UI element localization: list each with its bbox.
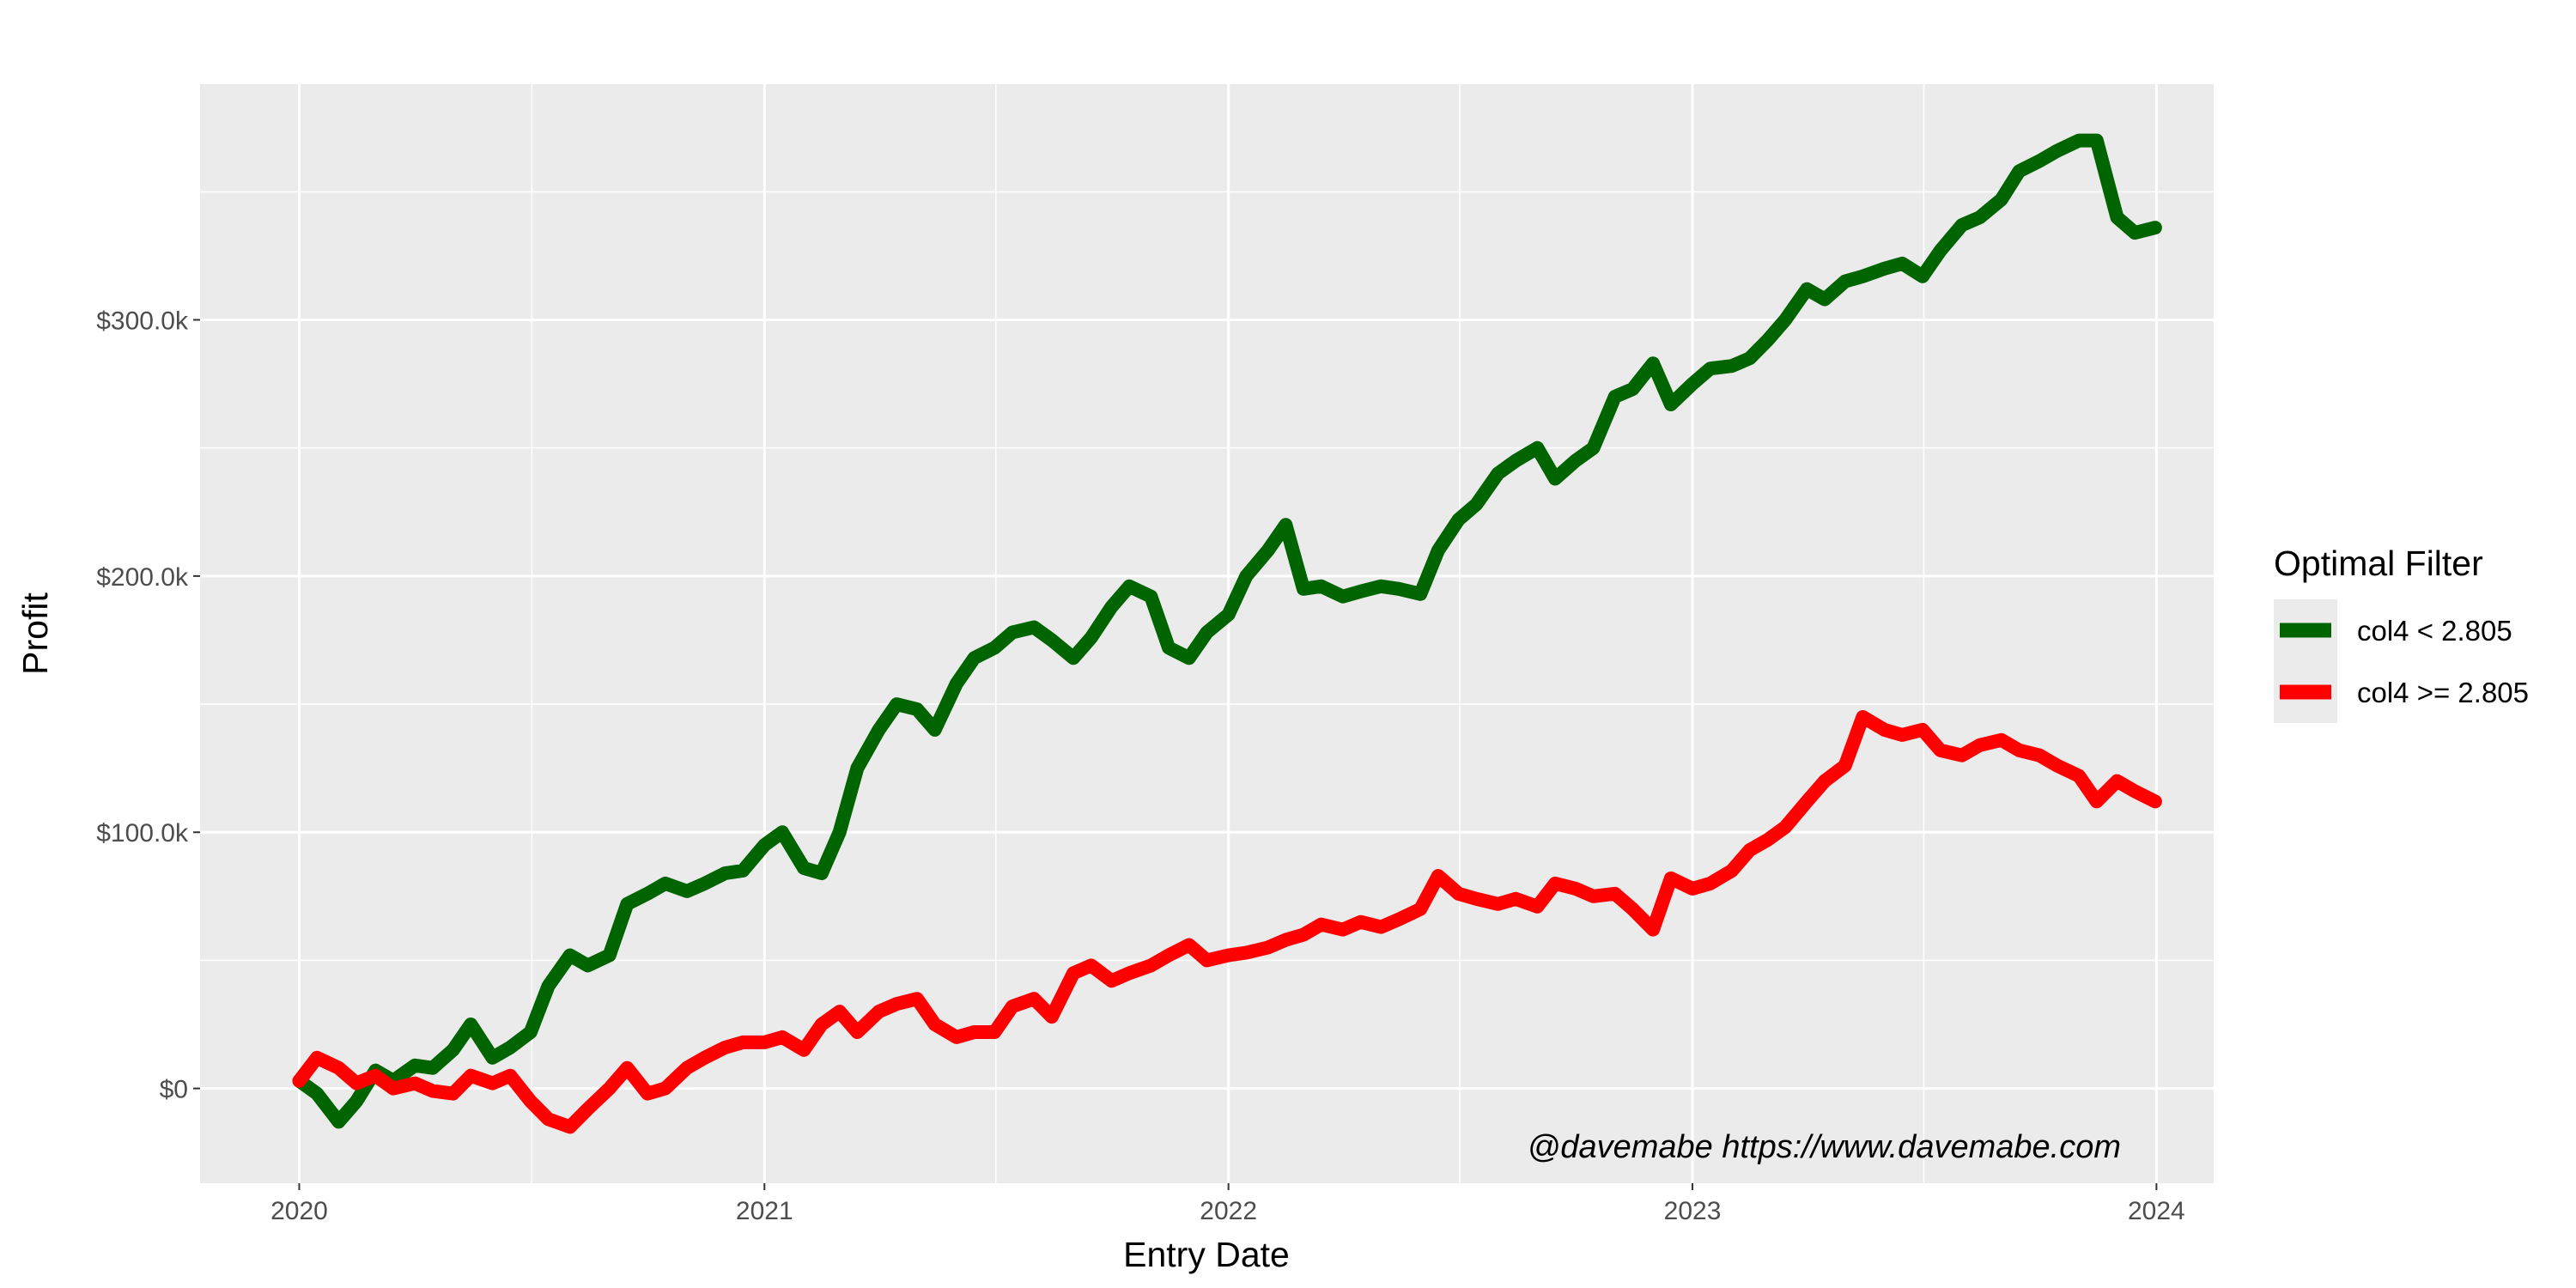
y-tick-label: $100.0k: [96, 819, 189, 848]
legend: Optimal Filter col4 < 2.805 col4 >= 2.80…: [2274, 544, 2529, 723]
x-tick-label: 2021: [736, 1197, 793, 1225]
y-tick-label: $300.0k: [96, 307, 189, 335]
x-tick-label: 2020: [270, 1197, 328, 1225]
x-axis-title: Entry Date: [1123, 1235, 1290, 1274]
x-tick-label: 2023: [1664, 1197, 1722, 1225]
x-tick-label: 2024: [2128, 1197, 2185, 1225]
legend-label-red: col4 >= 2.805: [2357, 677, 2529, 708]
series-layer: [292, 133, 2162, 1134]
series-line-green: [292, 133, 2162, 1129]
grid-major: [200, 84, 2214, 1183]
series-line-red: [292, 710, 2162, 1134]
legend-title: Optimal Filter: [2274, 544, 2483, 583]
legend-label-green: col4 < 2.805: [2357, 615, 2512, 647]
y-tick-label: $200.0k: [96, 563, 189, 592]
y-axis-title: Profit: [15, 592, 55, 675]
x-axis: 2020 2021 2022 2023 2024: [270, 1183, 2185, 1225]
x-tick-label: 2022: [1200, 1197, 1257, 1225]
y-axis: $0 $100.0k $200.0k $300.0k: [96, 307, 200, 1104]
y-tick-label: $0: [160, 1076, 188, 1104]
watermark-annotation: @davemabe https://www.davemabe.com: [1528, 1129, 2121, 1165]
